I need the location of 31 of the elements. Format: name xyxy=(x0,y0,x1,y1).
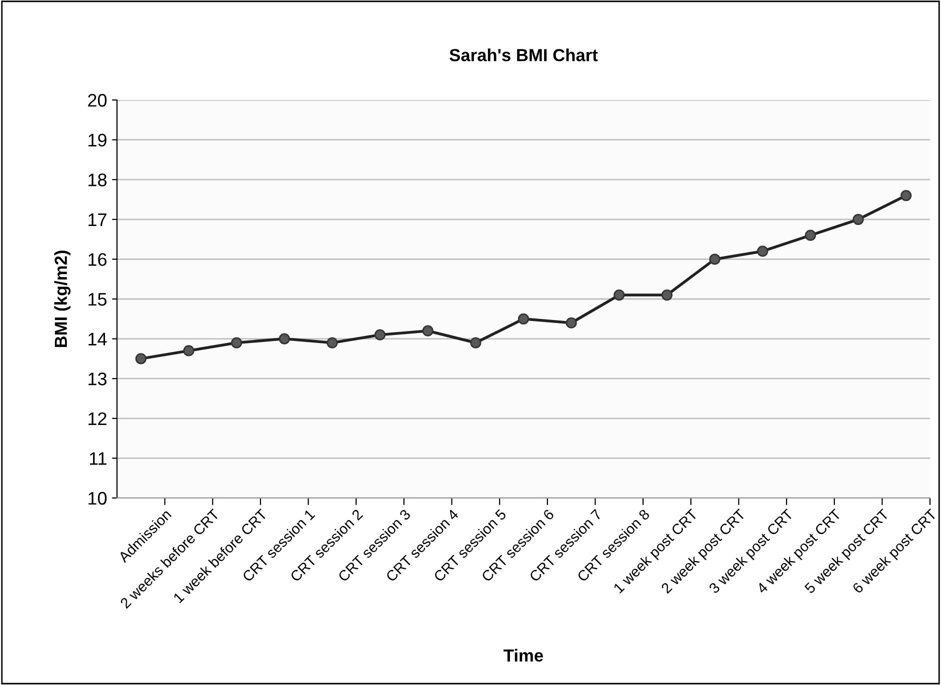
point xyxy=(422,325,434,336)
point xyxy=(900,190,912,202)
y-tick-label: 17 xyxy=(88,214,106,226)
point xyxy=(757,246,768,257)
y-tick-label: 20 xyxy=(88,94,107,107)
y-tick-label: 16 xyxy=(88,253,106,266)
point xyxy=(135,353,146,364)
point xyxy=(661,289,673,301)
point xyxy=(518,313,530,324)
point xyxy=(709,254,720,265)
point xyxy=(470,337,482,348)
point xyxy=(614,289,625,301)
y-tick-label: 19 xyxy=(88,134,106,147)
y-tick-label: 15 xyxy=(88,293,107,306)
x-axis-title: Time xyxy=(504,648,544,662)
point xyxy=(804,230,816,241)
point xyxy=(231,337,242,348)
point xyxy=(566,317,577,328)
point xyxy=(852,214,864,225)
chart-title: Sarah's BMI Chart xyxy=(450,48,598,62)
y-tick-label: 18 xyxy=(88,174,106,186)
point xyxy=(278,333,290,344)
y-tick-label: 13 xyxy=(88,372,106,386)
point xyxy=(326,337,338,348)
y-tick-label: 11 xyxy=(90,452,106,465)
point xyxy=(183,345,194,356)
y-tick-label: 14 xyxy=(88,332,107,346)
y-tick-label: 10 xyxy=(88,492,107,505)
y-tick-label: 12 xyxy=(88,412,106,425)
y-axis-title: BMI (kg/m2) xyxy=(54,250,71,348)
point xyxy=(374,329,386,340)
